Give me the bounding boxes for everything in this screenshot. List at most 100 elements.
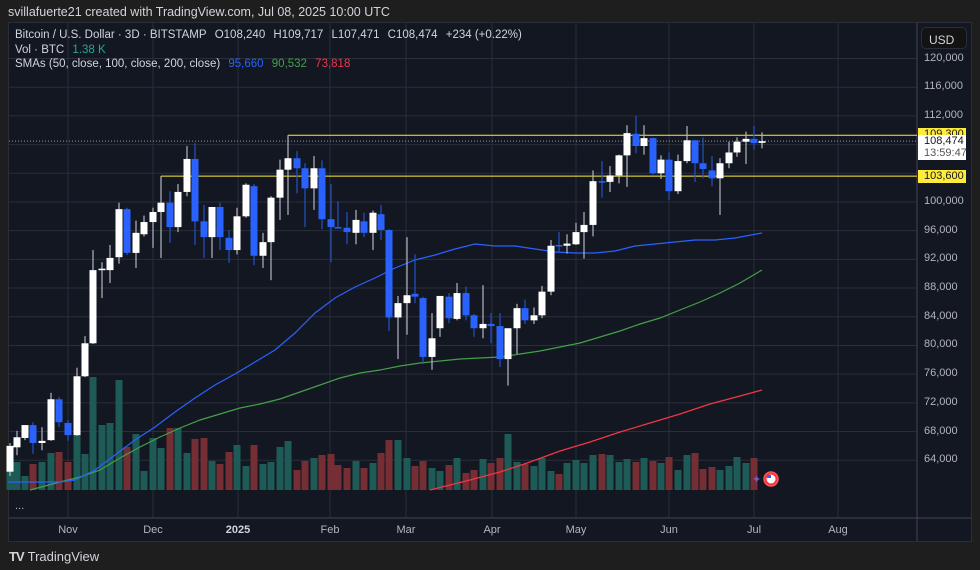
candle-body[interactable] bbox=[725, 152, 733, 164]
candle-body[interactable] bbox=[555, 245, 563, 247]
candle-body[interactable] bbox=[149, 212, 157, 223]
candle-body[interactable] bbox=[174, 191, 182, 228]
candle-body[interactable] bbox=[513, 308, 521, 329]
tradingview-brand[interactable]: TV TradingView bbox=[9, 549, 99, 564]
candle-body[interactable] bbox=[385, 229, 393, 318]
candle-body[interactable] bbox=[259, 242, 267, 256]
candle-body[interactable] bbox=[538, 291, 546, 316]
candle-body[interactable] bbox=[21, 425, 29, 438]
candle-body[interactable] bbox=[479, 323, 487, 329]
candle-body[interactable] bbox=[73, 376, 81, 436]
candle-body[interactable] bbox=[318, 168, 326, 220]
candle-body[interactable] bbox=[657, 159, 665, 174]
candle-body[interactable] bbox=[750, 138, 758, 144]
candle-body[interactable] bbox=[683, 140, 691, 162]
candle-body[interactable] bbox=[462, 293, 470, 316]
candle-body[interactable] bbox=[394, 303, 402, 318]
candle-body[interactable] bbox=[572, 232, 580, 245]
candle-body[interactable] bbox=[640, 138, 648, 147]
candle-body[interactable] bbox=[623, 133, 631, 156]
candle-body[interactable] bbox=[758, 141, 766, 143]
candle-body[interactable] bbox=[436, 295, 444, 329]
candle-body[interactable] bbox=[530, 315, 538, 321]
candle-body[interactable] bbox=[200, 221, 208, 238]
candle-body[interactable] bbox=[665, 159, 673, 192]
candle-body[interactable] bbox=[6, 445, 14, 472]
candle-body[interactable] bbox=[504, 328, 512, 360]
candle-body[interactable] bbox=[403, 295, 411, 304]
candle-body[interactable] bbox=[580, 224, 588, 233]
volume-bar bbox=[632, 462, 640, 490]
candle-body[interactable] bbox=[487, 323, 495, 327]
candle-body[interactable] bbox=[81, 343, 89, 377]
sma-label[interactable]: SMAs (50, close, 100, close, 200, close) bbox=[15, 58, 221, 70]
candle-body[interactable] bbox=[13, 437, 21, 448]
candle-body[interactable] bbox=[132, 232, 140, 253]
candle-body[interactable] bbox=[191, 158, 199, 222]
candle-body[interactable] bbox=[649, 138, 657, 174]
symbol-label[interactable]: Bitcoin / U.S. Dollar · 3D · BITSTAMP bbox=[15, 29, 207, 41]
candle-body[interactable] bbox=[267, 197, 275, 243]
price-axis-label: 100,000 bbox=[924, 194, 964, 207]
candle-body[interactable] bbox=[89, 270, 97, 344]
candle-body[interactable] bbox=[276, 169, 284, 198]
volume-label[interactable]: Vol · BTC bbox=[15, 43, 65, 56]
sparkle-event-icon[interactable]: ✦ bbox=[752, 474, 761, 486]
candle-body[interactable] bbox=[360, 221, 368, 233]
candle-body[interactable] bbox=[47, 399, 55, 441]
candle-body[interactable] bbox=[598, 181, 606, 183]
candle-body[interactable] bbox=[428, 338, 436, 357]
candle-body[interactable] bbox=[453, 293, 461, 319]
candle-body[interactable] bbox=[733, 141, 741, 153]
currency-button[interactable]: USD bbox=[921, 27, 967, 49]
candle-body[interactable] bbox=[183, 158, 191, 192]
candle-body[interactable] bbox=[208, 206, 216, 238]
candle-body[interactable] bbox=[445, 296, 453, 319]
candle-body[interactable] bbox=[547, 245, 555, 292]
candle-body[interactable] bbox=[55, 399, 63, 423]
candle-body[interactable] bbox=[521, 308, 529, 321]
candle-body[interactable] bbox=[140, 222, 148, 235]
candle-body[interactable] bbox=[301, 168, 309, 189]
candle-body[interactable] bbox=[166, 202, 174, 228]
candle-body[interactable] bbox=[64, 422, 72, 436]
candle-body[interactable] bbox=[327, 219, 335, 228]
candle-body[interactable] bbox=[411, 293, 419, 297]
candle-body[interactable] bbox=[716, 163, 724, 179]
candle-body[interactable] bbox=[708, 170, 716, 179]
candle-body[interactable] bbox=[334, 227, 342, 229]
candle-body[interactable] bbox=[742, 138, 750, 142]
more-options-icon[interactable]: ... bbox=[15, 500, 25, 512]
candle-body[interactable] bbox=[606, 175, 614, 182]
candle-body[interactable] bbox=[233, 216, 241, 251]
candle-body[interactable] bbox=[310, 168, 318, 189]
candle-body[interactable] bbox=[242, 184, 250, 217]
candle-body[interactable] bbox=[250, 186, 258, 256]
candle-body[interactable] bbox=[691, 140, 699, 164]
candle-body[interactable] bbox=[284, 158, 292, 170]
candle-body[interactable] bbox=[29, 425, 37, 444]
candle-body[interactable] bbox=[563, 243, 571, 246]
candle-body[interactable] bbox=[157, 202, 165, 213]
candle-body[interactable] bbox=[377, 214, 385, 230]
candle-body[interactable] bbox=[615, 155, 623, 176]
candle-body[interactable] bbox=[496, 326, 504, 360]
candle-body[interactable] bbox=[115, 209, 123, 258]
candle-body[interactable] bbox=[38, 440, 46, 444]
candle-body[interactable] bbox=[674, 161, 682, 192]
candle-body[interactable] bbox=[106, 257, 114, 271]
candle-body[interactable] bbox=[369, 212, 377, 233]
candle-body[interactable] bbox=[419, 298, 427, 357]
candle-body[interactable] bbox=[123, 209, 131, 253]
candle-body[interactable] bbox=[589, 181, 597, 225]
candle-body[interactable] bbox=[632, 133, 640, 147]
candle-body[interactable] bbox=[98, 268, 106, 271]
candle-body[interactable] bbox=[216, 206, 224, 238]
candle-body[interactable] bbox=[470, 315, 478, 329]
candle-body[interactable] bbox=[352, 219, 360, 233]
candle-body[interactable] bbox=[293, 158, 301, 169]
candle-body[interactable] bbox=[225, 237, 233, 251]
candle-body[interactable] bbox=[699, 163, 707, 169]
candle-body[interactable] bbox=[343, 227, 351, 233]
